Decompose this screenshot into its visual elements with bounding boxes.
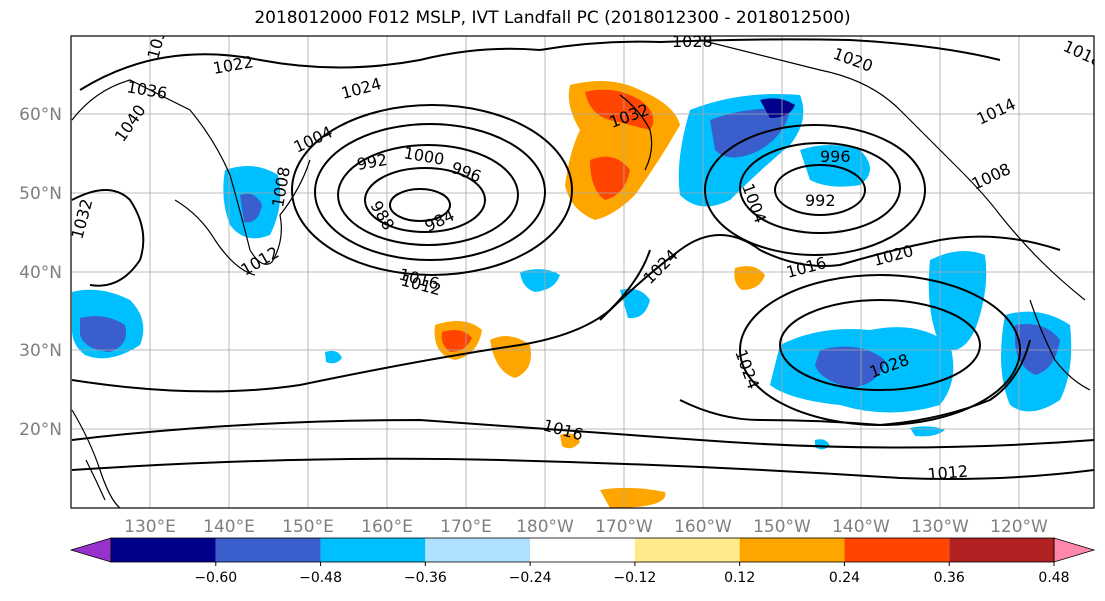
colorbar-tick-label: −0.24 (509, 570, 552, 586)
lon-label: 150°E (282, 517, 334, 537)
colorbar-segment (634, 538, 740, 562)
lon-label: 140°W (832, 517, 890, 537)
colorbar-tick-label: −0.60 (194, 570, 237, 586)
lat-label: 40°N (19, 263, 62, 283)
lon-label: 120°W (990, 517, 1048, 537)
lon-label: 150°W (753, 517, 811, 537)
map-title: 2018012000 F012 MSLP, IVT Landfall PC (2… (254, 8, 851, 28)
lon-label: 170°W (595, 517, 653, 537)
colorbar-segment (739, 538, 845, 562)
colorbar-extend-low (69, 537, 112, 563)
colorbar-tick-label: −0.36 (404, 570, 447, 586)
colorbar-segment (425, 538, 531, 562)
colorbar-tick-label: 0.12 (724, 570, 755, 586)
colorbar-segment (949, 538, 1054, 562)
lon-label: 160°E (361, 517, 413, 537)
graticule (71, 36, 1094, 508)
lon-label: 160°W (674, 517, 732, 537)
colorbar-frame (110, 537, 1055, 563)
lon-label: 130°E (124, 517, 176, 537)
isobar-label: 992 (805, 191, 836, 210)
colorbar-segment (844, 538, 950, 562)
isobar-label: 1012 (927, 462, 969, 484)
colorbar-tick-label: −0.48 (299, 570, 342, 586)
lon-label: 140°E (203, 517, 255, 537)
latitude-labels: 60°N 50°N 40°N 30°N 20°N (19, 105, 62, 440)
colorbar-tick-label: 0.48 (1038, 570, 1069, 586)
map-area: 1028 1020 1032 1036 1024 1004 1000 996 9… (71, 32, 1094, 508)
lat-label: 50°N (19, 184, 62, 204)
colorbar-segment (111, 538, 216, 562)
lon-label: 130°W (911, 517, 969, 537)
colorbar-segment (530, 538, 635, 562)
colorbar-segments (69, 537, 1096, 563)
lat-label: 20°N (19, 420, 62, 440)
isobar-label: 996 (820, 147, 851, 166)
lat-label: 60°N (19, 105, 62, 125)
colorbar: −0.60 −0.48 −0.36 −0.24 −0.12 0.12 0.24 0.36 0.4… (69, 537, 1096, 586)
colorbar-tick-label: −0.12 (613, 570, 656, 586)
colorbar-segment (215, 538, 321, 562)
isobars (71, 38, 1094, 480)
lon-label: 170°E (440, 517, 492, 537)
coastlines (71, 39, 1091, 508)
colorbar-ticks: −0.60 −0.48 −0.36 −0.24 −0.12 0.12 0.24 0.36 0.4… (194, 562, 1070, 586)
colorbar-segment (320, 538, 426, 562)
lon-label: 180°W (516, 517, 574, 537)
longitude-labels: 130°E 140°E 150°E 160°E 170°E 180°W 170°… (124, 517, 1048, 537)
ivt-positive-shading (434, 81, 765, 508)
colorbar-tick-label: 0.24 (829, 570, 860, 586)
map-frame (70, 35, 1095, 509)
isobar-label: 1028 (672, 32, 713, 51)
colorbar-tick-label: 0.36 (934, 570, 965, 586)
lat-label: 30°N (19, 341, 62, 361)
colorbar-extend-high (1053, 537, 1096, 563)
